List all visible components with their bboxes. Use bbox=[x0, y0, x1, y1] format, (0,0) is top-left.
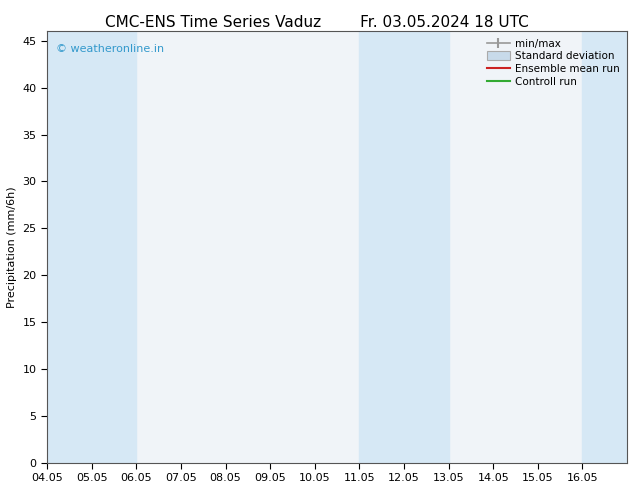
Text: CMC-ENS Time Series Vaduz        Fr. 03.05.2024 18 UTC: CMC-ENS Time Series Vaduz Fr. 03.05.2024… bbox=[105, 15, 529, 30]
Bar bbox=[359, 31, 449, 463]
Y-axis label: Precipitation (mm/6h): Precipitation (mm/6h) bbox=[7, 186, 17, 308]
Bar bbox=[47, 31, 136, 463]
Text: © weatheronline.in: © weatheronline.in bbox=[56, 45, 164, 54]
Legend: min/max, Standard deviation, Ensemble mean run, Controll run: min/max, Standard deviation, Ensemble me… bbox=[485, 37, 622, 89]
Bar bbox=[583, 31, 627, 463]
